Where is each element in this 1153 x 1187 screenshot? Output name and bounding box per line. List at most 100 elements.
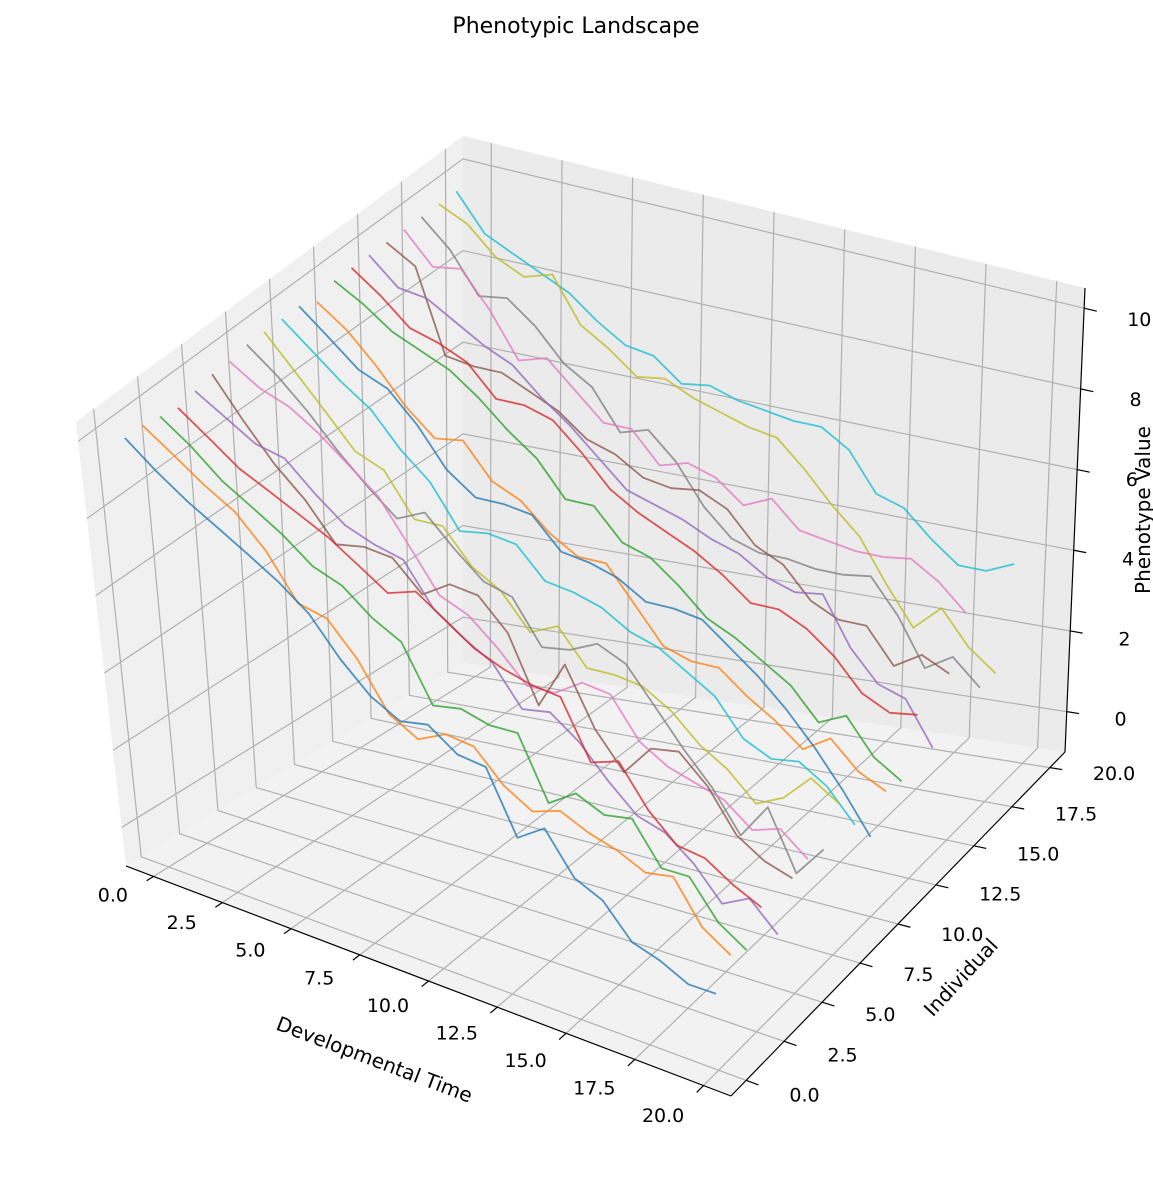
- series-line-individual-4: [194, 390, 779, 936]
- y-gridline: [224, 311, 861, 964]
- y-gridline: [312, 246, 937, 886]
- series-line-individual-15: [385, 241, 950, 675]
- y-gridline: [137, 376, 785, 1042]
- x-tick-label: 7.5: [304, 967, 334, 989]
- x-tick: [558, 1032, 567, 1040]
- y-tick: [745, 1079, 759, 1086]
- x-tick: [696, 1085, 704, 1093]
- series-line-individual-1: [141, 424, 732, 956]
- z-tick: [1080, 388, 1094, 393]
- x-gridline: [634, 263, 987, 1060]
- z-gridline: [77, 158, 1085, 442]
- series-line-individual-14: [368, 254, 934, 749]
- x-tick-label: 10.0: [367, 995, 409, 1017]
- z-gridline: [121, 616, 1067, 828]
- axes-grid: [77, 142, 1085, 1086]
- y-tick-label: 2.5: [827, 1044, 857, 1066]
- side-pane: [76, 136, 463, 866]
- series-line-individual-11: [316, 301, 887, 793]
- x-tick: [627, 1058, 636, 1067]
- x-tick-label: 5.0: [235, 940, 265, 962]
- z-tick-label: 0: [1115, 709, 1127, 731]
- series-line-individual-16: [403, 229, 967, 614]
- z-tick: [1070, 630, 1083, 634]
- y-tick: [1011, 806, 1025, 810]
- y-gridline: [268, 278, 899, 925]
- x-tick: [283, 928, 292, 935]
- axes-ticks: 0.0 2.5 5.0 7.5 10.0 12.5 15.0 17.5 20.0 0.0 2.5 5.…: [98, 307, 1151, 1127]
- series-line-individual-6: [229, 360, 809, 860]
- series-line-individual-13: [350, 267, 918, 716]
- x-tick: [215, 902, 223, 908]
- z-gridline: [112, 524, 1071, 751]
- z-axis-line: [1064, 287, 1086, 753]
- z-tick-label: 2: [1118, 629, 1130, 651]
- series-line-individual-2: [159, 415, 748, 951]
- y-tick-label: 15.0: [1017, 844, 1059, 866]
- y-tick-label: 12.5: [979, 884, 1021, 906]
- z-gridline: [103, 433, 1074, 674]
- x-gridline: [359, 194, 704, 956]
- x-gridline: [153, 142, 492, 878]
- y-tick: [935, 884, 949, 889]
- x-tick-label: 17.5: [573, 1078, 615, 1100]
- z-tick: [1066, 711, 1080, 715]
- z-axis-label: Phenotype Value: [1131, 426, 1153, 594]
- x-gridline: [703, 281, 1058, 1086]
- series-line-individual-19: [455, 190, 1015, 572]
- x-tick-label: 2.5: [167, 912, 197, 934]
- y-gridline: [93, 408, 747, 1081]
- z-tick: [1077, 468, 1090, 473]
- z-tick: [1073, 549, 1087, 554]
- series-line-individual-5: [211, 373, 793, 880]
- y-tick: [821, 1001, 835, 1007]
- series-line-individual-8: [263, 331, 840, 805]
- x-tick-label: 20.0: [642, 1105, 684, 1127]
- y-tick-label: 7.5: [903, 964, 933, 986]
- y-tick: [783, 1040, 797, 1047]
- series-line-individual-18: [438, 203, 997, 674]
- y-tick-label: 0.0: [789, 1085, 819, 1107]
- y-tick: [859, 962, 873, 968]
- series-line-individual-3: [177, 407, 762, 909]
- y-gridline: [356, 213, 975, 847]
- chart-title: Phenotypic Landscape: [452, 14, 699, 39]
- series-lines: [124, 190, 1015, 995]
- z-gridline: [95, 341, 1078, 597]
- axes-panes: [76, 136, 1085, 1096]
- z-gridline: [86, 249, 1081, 519]
- z-tick-label: 6: [1126, 469, 1138, 491]
- z-tick-label: 10: [1127, 309, 1151, 331]
- y-tick-label: 10.0: [941, 924, 983, 946]
- y-tick-label: 20.0: [1093, 763, 1135, 785]
- x-tick-label: 12.5: [436, 1023, 478, 1045]
- series-line-individual-10: [298, 305, 872, 838]
- y-tick-label: 5.0: [865, 1004, 895, 1026]
- series-line-individual-17: [420, 216, 981, 689]
- y-tick-label: 17.5: [1055, 803, 1097, 825]
- x-gridline: [221, 160, 563, 904]
- x-tick-label: 15.0: [504, 1050, 546, 1072]
- y-gridline: [444, 148, 1050, 769]
- x-tick: [352, 954, 361, 961]
- y-gridline: [400, 181, 1013, 808]
- x-tick: [490, 1006, 498, 1014]
- z-tick-label: 4: [1122, 549, 1134, 571]
- x-tick: [146, 875, 154, 882]
- y-tick: [973, 845, 987, 850]
- z-tick-label: 8: [1130, 389, 1142, 411]
- series-line-individual-0: [124, 437, 717, 995]
- y-gridline: [180, 343, 823, 1003]
- back-pane: [463, 136, 1085, 752]
- series-line-individual-12: [333, 279, 903, 782]
- x-gridline: [565, 246, 916, 1034]
- y-tick: [1049, 767, 1063, 771]
- x-tick: [421, 980, 429, 988]
- x-gridline: [428, 211, 775, 982]
- z-tick: [1083, 307, 1097, 312]
- x-tick-label: 0.0: [98, 885, 128, 907]
- y-tick: [897, 923, 911, 928]
- series-line-individual-9: [281, 318, 856, 826]
